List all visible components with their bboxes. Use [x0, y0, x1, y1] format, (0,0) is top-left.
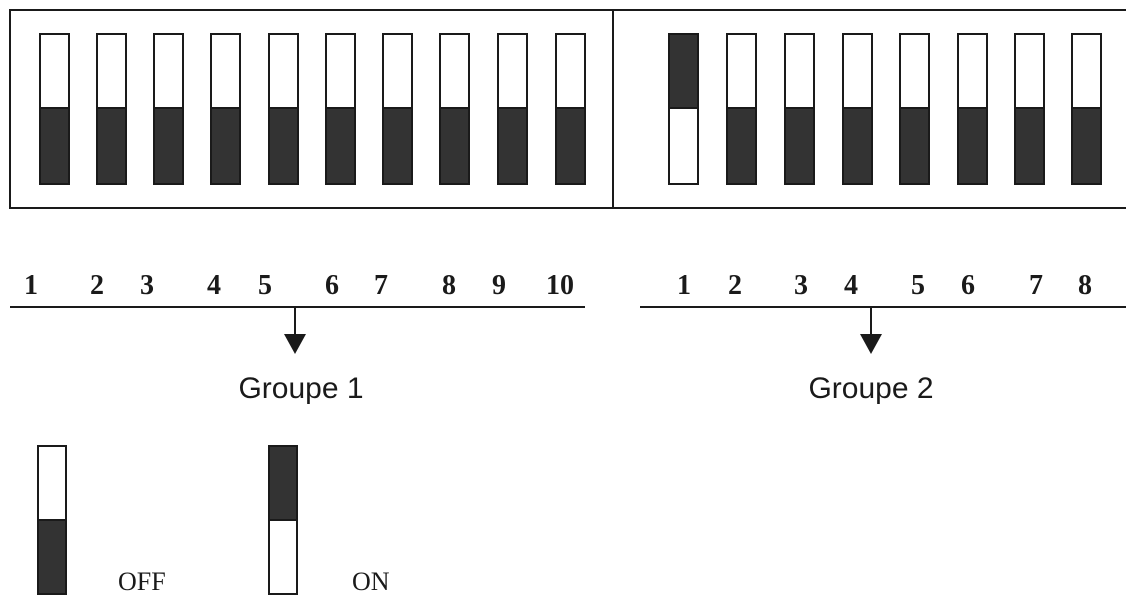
switch-lower-half [1014, 107, 1045, 185]
group-2-switch-3 [784, 33, 815, 185]
group-2-number-2: 2 [728, 270, 742, 301]
switch-lower-half [382, 107, 413, 185]
group-2-number-6: 6 [961, 270, 975, 301]
group-2-switch-1 [668, 33, 699, 185]
switch-upper-half [784, 33, 815, 109]
group-1-switch-1 [39, 33, 70, 185]
group-1-number-7: 7 [374, 270, 388, 301]
switch-upper-half [96, 33, 127, 109]
group-1-switch-5 [268, 33, 299, 185]
group-1-number-10: 10 [546, 270, 574, 301]
group-2-switches [668, 33, 1102, 185]
group-2-switch-5 [899, 33, 930, 185]
group-1-numbers: 1 2 3 4 5 6 7 8 9 10 [24, 270, 574, 301]
switch-lower-half [726, 107, 757, 185]
switch-lower-half [497, 107, 528, 185]
switch-upper-half [439, 33, 470, 109]
group-1-number-5: 5 [258, 270, 272, 301]
group-1-switch-8 [439, 33, 470, 185]
switch-upper-half [668, 33, 699, 109]
switch-lower-half [842, 107, 873, 185]
group-1-switch-6 [325, 33, 356, 185]
group-2-number-4: 4 [844, 270, 858, 301]
group-2-switch-4 [842, 33, 873, 185]
group-1-switch-4 [210, 33, 241, 185]
switch-lower-half [325, 107, 356, 185]
group-2-number-7: 7 [1029, 270, 1043, 301]
group-2-number-5: 5 [911, 270, 925, 301]
group-1-switch-2 [96, 33, 127, 185]
switch-lower-half [96, 107, 127, 185]
group-1-number-4: 4 [207, 270, 221, 301]
switch-upper-half [210, 33, 241, 109]
group-1-number-3: 3 [140, 270, 154, 301]
switch-upper-half [1014, 33, 1045, 109]
switch-upper-half [957, 33, 988, 109]
switch-lower-half [784, 107, 815, 185]
group-2-number-1: 1 [677, 270, 691, 301]
switch-upper-half [325, 33, 356, 109]
group-1-number-6: 6 [325, 270, 339, 301]
legend-on-label: ON [352, 567, 390, 596]
switch-upper-half [1071, 33, 1102, 109]
legend-off-label: OFF [118, 567, 166, 596]
switch-housing [9, 9, 1126, 209]
group-1-label: Groupe 1 [238, 372, 363, 405]
group-1-arrow-head [284, 334, 306, 354]
group-1-number-8: 8 [442, 270, 456, 301]
switch-upper-half [726, 33, 757, 109]
switch-upper-half [382, 33, 413, 109]
group-1-switch-9 [497, 33, 528, 185]
group-1-switch-10 [555, 33, 586, 185]
legend-on-switch [268, 445, 298, 595]
legend-off-switch [37, 445, 67, 595]
switch-upper-half [497, 33, 528, 109]
group-1-switch-7 [382, 33, 413, 185]
group-2-label: Groupe 2 [808, 372, 933, 405]
group-2-switch-2 [726, 33, 757, 185]
switch-lower-half [268, 107, 299, 185]
switch-upper-half [899, 33, 930, 109]
switch-upper-half [153, 33, 184, 109]
switch-upper-half [842, 33, 873, 109]
group-1-number-1: 1 [24, 270, 38, 301]
group-2-number-3: 3 [794, 270, 808, 301]
switch-lower-half [957, 107, 988, 185]
group-1-number-9: 9 [492, 270, 506, 301]
group-2-arrow-head [860, 334, 882, 354]
switch-lower-half [555, 107, 586, 185]
switch-lower-half [1071, 107, 1102, 185]
switch-lower-half [39, 107, 70, 185]
group-1-switches [39, 33, 586, 185]
group-2-switch-7 [1014, 33, 1045, 185]
switch-upper-half [39, 33, 70, 109]
group-2-number-8: 8 [1078, 270, 1092, 301]
switch-upper-half [555, 33, 586, 109]
switch-lower-half [668, 107, 699, 185]
group-2-switch-8 [1071, 33, 1102, 185]
switch-lower-half [899, 107, 930, 185]
group-2-numbers: 1 2 3 4 5 6 7 8 [677, 270, 1092, 301]
switch-lower-half [439, 107, 470, 185]
group-1-number-2: 2 [90, 270, 104, 301]
group-2-switch-6 [957, 33, 988, 185]
switch-upper-half [268, 33, 299, 109]
group-1-switch-3 [153, 33, 184, 185]
switch-lower-half [153, 107, 184, 185]
switch-lower-half [210, 107, 241, 185]
